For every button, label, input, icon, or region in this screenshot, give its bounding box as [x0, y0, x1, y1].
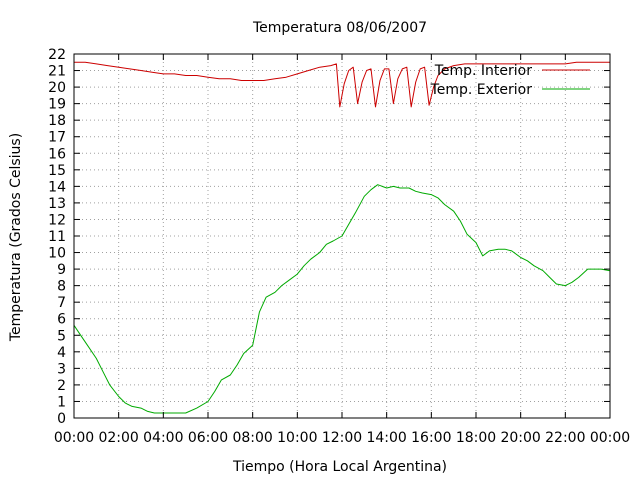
x-tick-label: 08:00 [232, 430, 272, 446]
x-tick-label: 12:00 [322, 430, 362, 446]
legend-label: Temp. Exterior [430, 82, 533, 98]
x-tick-label: 00:00 [590, 430, 630, 446]
series-layer [73, 61, 611, 414]
y-tick-label: 22 [48, 47, 66, 63]
legend-entry-interior: Temp. Interior [434, 63, 590, 79]
y-tick-label: 16 [48, 146, 66, 162]
x-tick-label: 06:00 [188, 430, 228, 446]
x-tick-label: 18:00 [456, 430, 496, 446]
y-tick-label: 2 [57, 378, 66, 394]
y-tick-label: 7 [57, 295, 66, 311]
chart-title: Temperatura 08/06/2007 [252, 20, 427, 36]
y-tick-label: 14 [48, 179, 66, 195]
y-tick-label: 19 [48, 97, 66, 113]
y-tick-label: 15 [48, 163, 66, 179]
legend: Temp. Interior Temp. Exterior [430, 63, 590, 98]
x-tick-label: 10:00 [277, 430, 317, 446]
y-tick-label: 10 [48, 246, 66, 262]
x-axis-label: Tiempo (Hora Local Argentina) [232, 459, 447, 475]
y-tick-label: 6 [57, 312, 66, 328]
y-tick-label: 9 [57, 262, 66, 278]
y-axis-label: Temperatura (Grados Celsius) [8, 133, 24, 342]
x-tick-label: 04:00 [143, 430, 183, 446]
x-tick-label: 22:00 [545, 430, 585, 446]
x-tick-label: 02:00 [98, 430, 138, 446]
x-tick-label: 14:00 [366, 430, 406, 446]
grid-layer [74, 54, 610, 418]
x-tick-label: 00:00 [54, 430, 94, 446]
legend-entry-exterior: Temp. Exterior [430, 82, 590, 98]
y-tick-label: 12 [48, 212, 66, 228]
y-tick-label: 21 [48, 64, 66, 80]
y-tick-label: 8 [57, 279, 66, 295]
series-line-interior [74, 61, 610, 108]
y-tick-label: 0 [57, 411, 66, 427]
y-tick-label: 20 [48, 80, 66, 96]
x-tick-label: 16:00 [411, 430, 451, 446]
y-tick-label: 18 [48, 113, 66, 129]
tick-layer: 01234567891011121314151617181920212200:0… [48, 47, 630, 446]
y-tick-label: 5 [57, 328, 66, 344]
y-tick-label: 17 [48, 130, 66, 146]
y-tick-label: 4 [57, 345, 66, 361]
y-tick-label: 11 [48, 229, 66, 245]
x-tick-label: 20:00 [500, 430, 540, 446]
y-tick-label: 3 [57, 361, 66, 377]
y-tick-label: 13 [48, 196, 66, 212]
series-line-exterior [73, 184, 611, 414]
legend-label: Temp. Interior [434, 63, 533, 79]
y-tick-label: 1 [57, 394, 66, 410]
